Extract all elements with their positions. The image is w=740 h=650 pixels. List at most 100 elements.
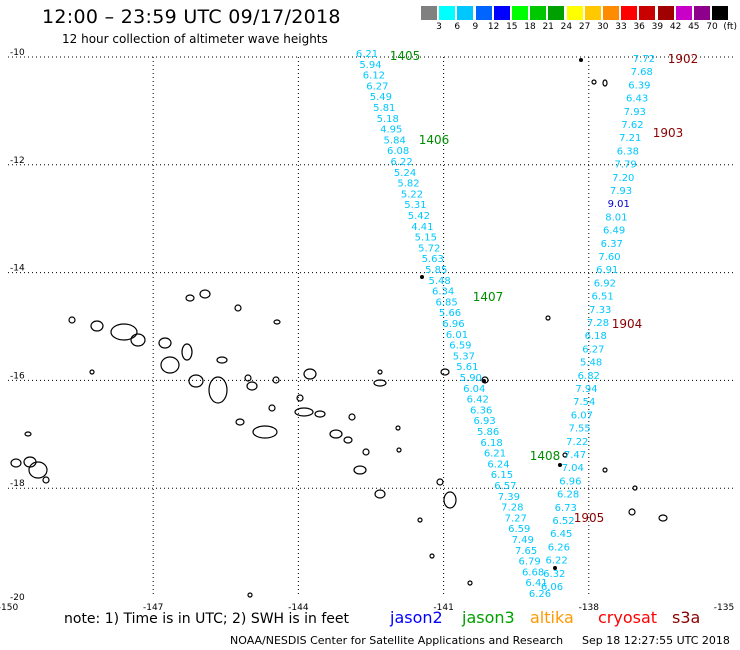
island-outline bbox=[395, 425, 401, 431]
colorbar-label: 30 bbox=[597, 22, 609, 32]
colorbar-swatch bbox=[421, 6, 437, 20]
colorbar-label: 18 bbox=[524, 22, 536, 32]
island-outline bbox=[348, 413, 356, 421]
swh-value-label: 6.22 bbox=[545, 556, 567, 567]
pass-time-label: 1408 bbox=[530, 449, 561, 463]
swh-value-label: 6.26 bbox=[548, 542, 570, 553]
swh-value-label: 5.63 bbox=[422, 254, 444, 265]
swh-value-label: 5.82 bbox=[397, 179, 419, 190]
swh-value-label: 5.24 bbox=[394, 168, 416, 179]
swh-value-label: 7.68 bbox=[631, 67, 653, 78]
swh-value-label: 7.93 bbox=[624, 107, 646, 118]
swh-value-label: 5.31 bbox=[404, 200, 426, 211]
swh-value-label: 6.36 bbox=[470, 405, 492, 416]
swh-value-label: 6.18 bbox=[585, 331, 607, 342]
colorbar-label: 36 bbox=[633, 22, 645, 32]
colorbar-label: 12 bbox=[487, 22, 500, 32]
swh-value-label: 5.90 bbox=[460, 373, 482, 384]
swh-value-label: 7.79 bbox=[614, 160, 636, 171]
pass-time-label: 1406 bbox=[419, 133, 450, 147]
swh-value-label: 6.41 bbox=[525, 578, 547, 589]
swh-value-label: 6.27 bbox=[366, 81, 388, 92]
swh-value-label: 6.82 bbox=[578, 371, 600, 382]
colorbar-label: 42 bbox=[669, 22, 682, 32]
island-outline bbox=[273, 319, 281, 325]
lon-tick-label: -147 bbox=[143, 603, 163, 613]
colorbar-swatch bbox=[512, 6, 528, 20]
pass-time-label: 1905 bbox=[574, 511, 605, 525]
swh-value-label: 5.86 bbox=[477, 427, 499, 438]
island-outline bbox=[244, 374, 252, 382]
swh-value-label: 6.21 bbox=[356, 49, 378, 60]
island-outline bbox=[353, 465, 367, 475]
swh-value-label: 4.95 bbox=[380, 125, 402, 136]
lon-tick-label: -144 bbox=[288, 603, 309, 613]
swh-value-label: 7.62 bbox=[621, 120, 643, 131]
pass-time-label: 1407 bbox=[473, 290, 504, 304]
island-outline bbox=[562, 452, 568, 458]
island-outline bbox=[247, 592, 253, 598]
swh-value-label: 6.68 bbox=[522, 567, 544, 578]
lon-tick-label: -150 bbox=[0, 603, 18, 613]
colorbar-label: 15 bbox=[506, 22, 518, 32]
swh-value-label: 6.49 bbox=[603, 226, 625, 237]
swh-value-label: 6.91 bbox=[596, 265, 618, 276]
lat-tick-label: -16 bbox=[10, 371, 25, 381]
lat-tick-label: -10 bbox=[10, 48, 25, 58]
lat-tick-label: -18 bbox=[10, 479, 25, 489]
swh-value-label: 6.59 bbox=[449, 341, 471, 352]
island-outline bbox=[268, 404, 276, 412]
swh-value-label: 7.55 bbox=[568, 424, 590, 435]
island-outline bbox=[362, 448, 370, 456]
swh-value-label: 6.06 bbox=[541, 582, 563, 593]
swh-value-label: 6.85 bbox=[435, 297, 457, 308]
island-outline bbox=[160, 356, 180, 374]
island-outline bbox=[303, 368, 317, 380]
swh-value-label: 5.61 bbox=[456, 362, 478, 373]
swh-value-label: 7.54 bbox=[573, 397, 595, 408]
swh-value-label: 6.79 bbox=[518, 557, 540, 568]
island-outline bbox=[24, 431, 32, 437]
swh-value-label: 6.08 bbox=[387, 146, 409, 157]
footer-note: note: 1) Time is in UTC; 2) SWH is in fe… bbox=[64, 611, 350, 627]
pass-time-label: 1405 bbox=[390, 49, 421, 63]
colorbar-label: 21 bbox=[542, 22, 554, 32]
colorbar-label: 24 bbox=[560, 22, 573, 32]
pass-time-label: 1902 bbox=[668, 52, 699, 66]
island-outline bbox=[181, 343, 193, 361]
swh-value-label: 6.07 bbox=[571, 410, 593, 421]
swh-value-label: 6.96 bbox=[442, 319, 464, 330]
island-outline bbox=[234, 304, 242, 312]
swh-value-label: 6.92 bbox=[594, 278, 616, 289]
swh-value-label: 7.21 bbox=[619, 133, 641, 144]
island-outline bbox=[314, 410, 326, 418]
island-outline bbox=[235, 418, 245, 426]
pass-time-label: 1904 bbox=[612, 317, 643, 331]
island-outline bbox=[158, 337, 172, 349]
map-title: 12:00 – 23:59 UTC 09/17/2018 bbox=[42, 6, 341, 28]
island-outline bbox=[199, 289, 211, 299]
colorbar-swatch bbox=[657, 6, 674, 20]
island-outline bbox=[467, 580, 473, 586]
lat-tick-label: -12 bbox=[10, 156, 25, 166]
island-outline bbox=[28, 461, 48, 479]
colorbar-swatch bbox=[584, 6, 601, 20]
island-outline bbox=[188, 374, 204, 388]
island-outline bbox=[110, 323, 138, 341]
island-outline bbox=[602, 467, 608, 473]
legend-altika: altika bbox=[530, 608, 574, 627]
colorbar-label: 45 bbox=[688, 22, 700, 32]
colorbar-swatch bbox=[548, 6, 565, 20]
swh-value-label: 6.57 bbox=[494, 481, 516, 492]
swh-value-label: 6.27 bbox=[582, 344, 604, 355]
swh-value-label: 7.04 bbox=[562, 463, 584, 474]
island-outline bbox=[68, 316, 76, 324]
colorbar-swatch bbox=[530, 6, 547, 20]
island-outline bbox=[208, 376, 228, 404]
island-outline bbox=[429, 553, 435, 559]
colorbar-label: 6 bbox=[454, 22, 461, 32]
pass-time-label: 1903 bbox=[653, 126, 684, 140]
swh-value-label: 5.42 bbox=[408, 211, 430, 222]
island-outline bbox=[436, 478, 444, 486]
island-outline bbox=[329, 429, 343, 439]
